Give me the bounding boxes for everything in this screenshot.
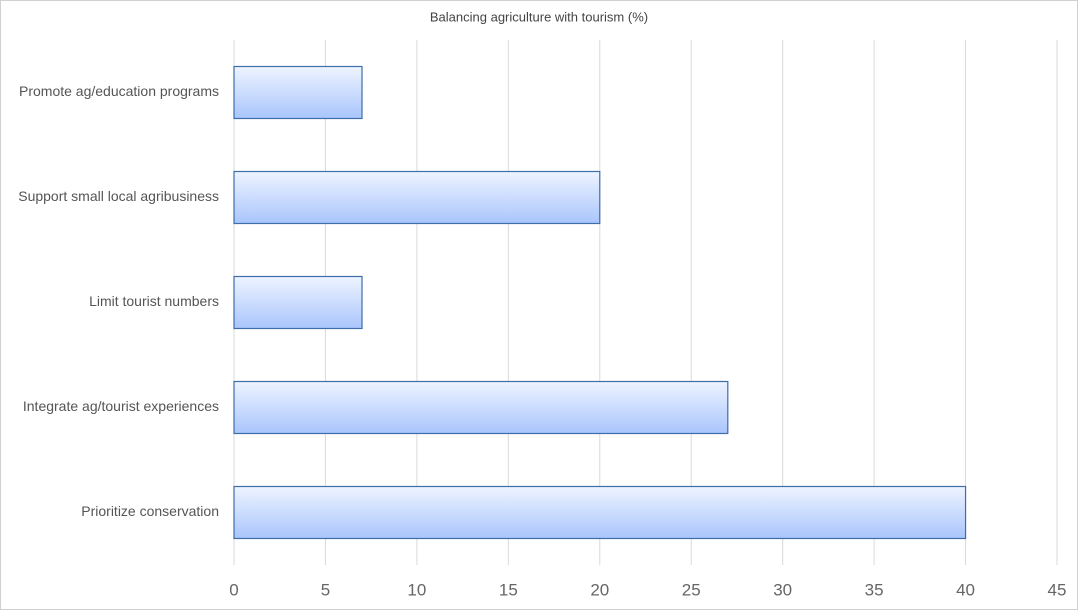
category-label: Support small local agribusiness xyxy=(18,188,219,204)
x-tick-label: 40 xyxy=(956,580,975,599)
x-tick-label: 10 xyxy=(407,580,426,599)
x-tick-label: 15 xyxy=(499,580,518,599)
category-label: Prioritize conservation xyxy=(81,503,219,519)
x-tick-label: 25 xyxy=(682,580,701,599)
bar xyxy=(233,485,967,540)
x-tick-label: 0 xyxy=(229,580,238,599)
bar xyxy=(233,380,729,435)
chart-title: Balancing agriculture with tourism (%) xyxy=(430,9,648,24)
bar xyxy=(233,170,601,225)
x-tick-label: 45 xyxy=(1048,580,1067,599)
x-tick-label: 20 xyxy=(590,580,609,599)
category-label: Integrate ag/tourist experiences xyxy=(23,398,219,414)
x-tick-label: 5 xyxy=(321,580,330,599)
x-tick-label: 30 xyxy=(773,580,792,599)
bar xyxy=(233,65,363,120)
x-tick-label: 35 xyxy=(865,580,884,599)
bar xyxy=(233,275,363,330)
category-label: Limit tourist numbers xyxy=(89,293,219,309)
category-label: Promote ag/education programs xyxy=(19,83,219,99)
